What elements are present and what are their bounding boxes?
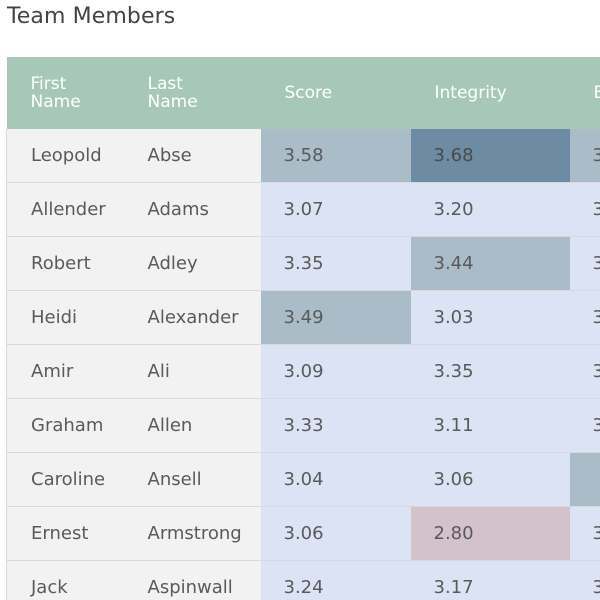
last-name-cell: Adley (123, 236, 261, 291)
truncated-metric-cell: 3 (569, 129, 600, 183)
score-cell: 3.35 (260, 236, 411, 291)
last-name-cell: Armstrong (123, 506, 261, 561)
truncated-metric-cell: 3 (569, 236, 600, 291)
integrity-cell: 3.44 (410, 236, 570, 291)
integrity-cell: 3.11 (410, 398, 570, 453)
first-name-cell: Jack (6, 560, 124, 600)
team-members-table: First Name Last Name Score Integrity E L… (6, 57, 600, 600)
last-name-cell: Abse (123, 129, 261, 183)
first-name-cell: Amir (6, 344, 124, 399)
score-cell: 3.06 (260, 506, 411, 561)
integrity-cell: 3.17 (410, 560, 570, 600)
last-name-cell: Adams (123, 182, 261, 237)
integrity-cell: 3.68 (410, 129, 570, 183)
truncated-metric-cell: 3 (569, 560, 600, 600)
column-header-integrity[interactable]: Integrity (410, 57, 570, 129)
column-header-first-name[interactable]: First Name (6, 57, 124, 129)
first-name-cell: Caroline (6, 452, 124, 507)
column-header-last-name[interactable]: Last Name (123, 57, 261, 129)
truncated-metric-cell: 3 (569, 506, 600, 561)
truncated-metric-cell: 3 (569, 398, 600, 453)
score-cell: 3.24 (260, 560, 411, 600)
truncated-metric-cell (569, 452, 600, 507)
integrity-cell: 3.06 (410, 452, 570, 507)
score-cell: 3.49 (260, 290, 411, 345)
truncated-metric-cell: 3 (569, 290, 600, 345)
last-name-cell: Ali (123, 344, 261, 399)
integrity-cell: 3.20 (410, 182, 570, 237)
table-header: First Name Last Name Score Integrity E (6, 57, 600, 129)
truncated-metric-cell: 3 (569, 182, 600, 237)
page-title: Team Members (7, 4, 176, 29)
last-name-cell: Aspinwall (123, 560, 261, 600)
first-name-cell: Graham (6, 398, 124, 453)
column-header-score[interactable]: Score (260, 57, 411, 129)
first-name-cell: Robert (6, 236, 124, 291)
column-header-truncated[interactable]: E (569, 57, 600, 129)
score-cell: 3.09 (260, 344, 411, 399)
first-name-cell: Ernest (6, 506, 124, 561)
last-name-cell: Alexander (123, 290, 261, 345)
first-name-cell: Allender (6, 182, 124, 237)
integrity-cell: 3.03 (410, 290, 570, 345)
first-name-cell: Leopold (6, 129, 124, 183)
last-name-cell: Allen (123, 398, 261, 453)
score-cell: 3.07 (260, 182, 411, 237)
integrity-cell: 3.35 (410, 344, 570, 399)
score-cell: 3.58 (260, 129, 411, 183)
score-cell: 3.04 (260, 452, 411, 507)
integrity-cell: 2.80 (410, 506, 570, 561)
truncated-metric-cell: 3 (569, 344, 600, 399)
last-name-cell: Ansell (123, 452, 261, 507)
header-row: First Name Last Name Score Integrity E (6, 57, 600, 129)
table-viewport[interactable]: First Name Last Name Score Integrity E L… (6, 57, 600, 600)
first-name-cell: Heidi (6, 290, 124, 345)
table-body: LeopoldAbse3.583.683AllenderAdams3.073.2… (6, 129, 600, 600)
score-cell: 3.33 (260, 398, 411, 453)
table-row[interactable]: Caroline Ansell 3.04 3.06 (6, 452, 600, 507)
